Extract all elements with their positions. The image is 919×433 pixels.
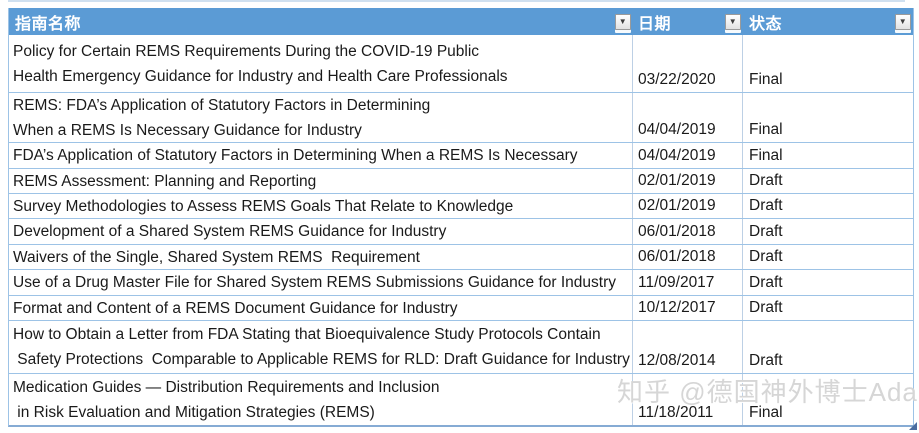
header-label-status: 状态 [749, 15, 783, 33]
table-row: Use of a Drug Master File for Shared Sys… [9, 270, 913, 296]
guidance-name-line: Health Emergency Guidance for Industry a… [13, 67, 508, 85]
date-cell[interactable]: 03/22/2020 [633, 35, 743, 92]
table-row: REMS: FDA’s Application of Statutory Fac… [9, 93, 913, 143]
status-cell[interactable]: Draft [749, 299, 783, 316]
status-cell[interactable]: Draft [749, 274, 783, 291]
status-cell[interactable]: Final [749, 71, 783, 88]
guidance-name-line: Development of a Shared System REMS Guid… [13, 223, 447, 240]
guidance-name-cell[interactable]: REMS Assessment: Planning and Reporting [9, 169, 633, 193]
guidance-name-cell[interactable]: Survey Methodologies to Assess REMS Goal… [9, 194, 633, 218]
rems-guidance-table: 指南名称 ▼ 日期 ▼ 状态 ▼ Policy for Certain REMS… [8, 8, 914, 427]
guidance-name-cell[interactable]: REMS: FDA’s Application of Statutory Fac… [9, 93, 633, 142]
table-header-row: 指南名称 ▼ 日期 ▼ 状态 ▼ [9, 8, 913, 35]
table-row: Policy for Certain REMS Requirements Dur… [9, 35, 913, 93]
table-resize-handle-icon[interactable] [909, 422, 917, 430]
date-cell[interactable]: 11/09/2017 [633, 270, 743, 295]
status-cell[interactable]: Final [749, 121, 783, 138]
status-cell[interactable]: Draft [749, 352, 783, 369]
status-cell[interactable]: Draft [749, 172, 783, 189]
status-cell[interactable]: Final [749, 147, 783, 164]
guidance-name-line: Safety Protections Comparable to Applica… [13, 351, 630, 368]
table-row: How to Obtain a Letter from FDA Stating … [9, 321, 913, 374]
guidance-name-cell[interactable]: Development of a Shared System REMS Guid… [9, 219, 633, 244]
date-cell[interactable]: 02/01/2019 [633, 194, 743, 218]
guidance-name-line: in Risk Evaluation and Mitigation Strate… [13, 403, 375, 421]
guidance-name-cell[interactable]: Medication Guides — Distribution Require… [9, 374, 633, 425]
table-row: Waivers of the Single, Shared System REM… [9, 245, 913, 270]
filter-dropdown-icon[interactable]: ▼ [895, 14, 911, 30]
status-cell[interactable]: Draft [749, 223, 783, 240]
header-label-guidance-name: 指南名称 [15, 15, 82, 33]
header-label-date: 日期 [638, 15, 672, 33]
guidance-name-cell[interactable]: Waivers of the Single, Shared System REM… [9, 245, 633, 269]
header-cell-date[interactable]: 日期 ▼ [633, 8, 743, 35]
guidance-name-cell[interactable]: How to Obtain a Letter from FDA Stating … [9, 321, 633, 373]
table-row: FDA’s Application of Statutory Factors i… [9, 143, 913, 169]
guidance-name-cell[interactable]: Use of a Drug Master File for Shared Sys… [9, 270, 633, 295]
guidance-name-cell[interactable]: FDA’s Application of Statutory Factors i… [9, 143, 633, 168]
date-cell[interactable]: 06/01/2018 [633, 219, 743, 244]
date-cell[interactable]: 04/04/2019 [633, 143, 743, 168]
filter-dropdown-icon[interactable]: ▼ [615, 14, 631, 30]
table-row: Survey Methodologies to Assess REMS Goal… [9, 194, 913, 219]
header-cell-status[interactable]: 状态 ▼ [743, 8, 913, 35]
guidance-name-line: Use of a Drug Master File for Shared Sys… [13, 274, 617, 291]
table-row: Format and Content of a REMS Document Gu… [9, 296, 913, 321]
date-cell[interactable]: 04/04/2019 [633, 93, 743, 142]
top-row-divider [8, 0, 905, 2]
table-row: Development of a Shared System REMS Guid… [9, 219, 913, 245]
guidance-name-line: Format and Content of a REMS Document Gu… [13, 299, 458, 317]
table-row: Medication Guides — Distribution Require… [9, 374, 913, 425]
guidance-name-cell[interactable]: Format and Content of a REMS Document Gu… [9, 296, 633, 320]
guidance-name-line: Policy for Certain REMS Requirements Dur… [13, 42, 480, 60]
date-cell[interactable]: 11/18/2011 [633, 374, 743, 425]
guidance-name-line: FDA’s Application of Statutory Factors i… [13, 147, 578, 164]
guidance-name-line: Survey Methodologies to Assess REMS Goal… [13, 197, 514, 215]
filter-dropdown-icon[interactable]: ▼ [725, 14, 741, 30]
date-cell[interactable]: 10/12/2017 [633, 296, 743, 320]
guidance-name-line: How to Obtain a Letter from FDA Stating … [13, 326, 601, 343]
status-cell[interactable]: Draft [749, 248, 783, 265]
guidance-name-line: Medication Guides — Distribution Require… [13, 378, 440, 396]
date-cell[interactable]: 02/01/2019 [633, 169, 743, 193]
date-cell[interactable]: 12/08/2014 [633, 321, 743, 373]
guidance-name-cell[interactable]: Policy for Certain REMS Requirements Dur… [9, 35, 633, 92]
guidance-name-line: Waivers of the Single, Shared System REM… [13, 248, 420, 266]
status-cell[interactable]: Draft [749, 197, 783, 214]
status-cell[interactable]: Final [749, 404, 783, 421]
guidance-name-line: REMS: FDA’s Application of Statutory Fac… [13, 96, 431, 114]
guidance-name-line: When a REMS Is Necessary Guidance for In… [13, 121, 362, 139]
guidance-name-line: REMS Assessment: Planning and Reporting [13, 172, 317, 190]
date-cell[interactable]: 06/01/2018 [633, 245, 743, 269]
table-row: REMS Assessment: Planning and Reporting … [9, 169, 913, 194]
header-cell-guidance-name[interactable]: 指南名称 ▼ [9, 8, 633, 35]
